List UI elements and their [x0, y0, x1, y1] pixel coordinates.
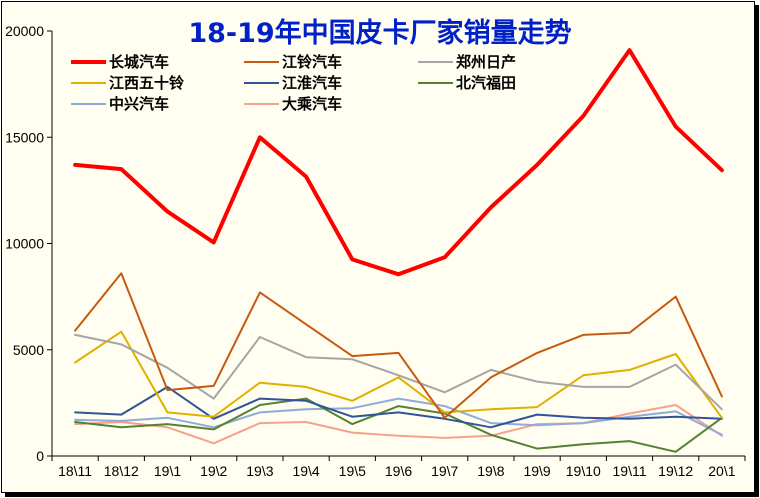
y-tick-label: 15000: [5, 129, 44, 145]
x-tick-label: 19\10: [566, 463, 601, 479]
x-tick-label: 18\11: [58, 463, 92, 479]
series-line: [73, 48, 724, 277]
legend-label: 中兴汽车: [109, 95, 169, 113]
legend-label: 北汽福田: [456, 74, 516, 92]
x-tick-label: 19\4: [292, 463, 319, 479]
axes: 0 5000 10000 15000 20000 18\11 18\12 19\1 19\2 19…: [5, 23, 746, 479]
series-line: [74, 333, 723, 411]
legend-label: 江西五十铃: [109, 74, 185, 92]
x-tick-label: 19\9: [523, 463, 550, 479]
series-line: [74, 404, 723, 445]
x-tick-label: 19\8: [477, 463, 504, 479]
legend-label: 长城汽车: [109, 53, 169, 71]
series-line: [74, 272, 723, 419]
x-tick-label: 19\1: [154, 463, 181, 479]
x-tick-label: 19\12: [658, 463, 693, 479]
x-tick-label: 19\11: [613, 463, 647, 479]
x-tick-label: 19\7: [431, 463, 458, 479]
y-tick-label: 10000: [5, 236, 44, 252]
chart-title: 18-19年中国皮卡厂家销量走势: [188, 17, 571, 49]
x-tick-label: 18\12: [104, 463, 139, 479]
legend-label: 郑州日产: [456, 53, 516, 71]
series-line: [74, 397, 723, 453]
x-tick-label: 19\6: [385, 463, 412, 479]
series-line: [74, 385, 723, 429]
legend-label: 大乘汽车: [282, 95, 342, 113]
x-tick-label: 19\2: [200, 463, 227, 479]
y-tick-label: 20000: [5, 23, 44, 39]
x-tick-label: 19\5: [339, 463, 366, 479]
x-tick-label: 20\1: [708, 463, 735, 479]
x-tick-label: 19\3: [246, 463, 273, 479]
series-line: [74, 330, 723, 419]
y-tick-label: 0: [36, 448, 44, 464]
series-layer: [73, 48, 724, 453]
legend-label: 江铃汽车: [282, 53, 342, 71]
y-tick-label: 5000: [13, 342, 44, 358]
legend-label: 江淮汽车: [282, 74, 342, 92]
